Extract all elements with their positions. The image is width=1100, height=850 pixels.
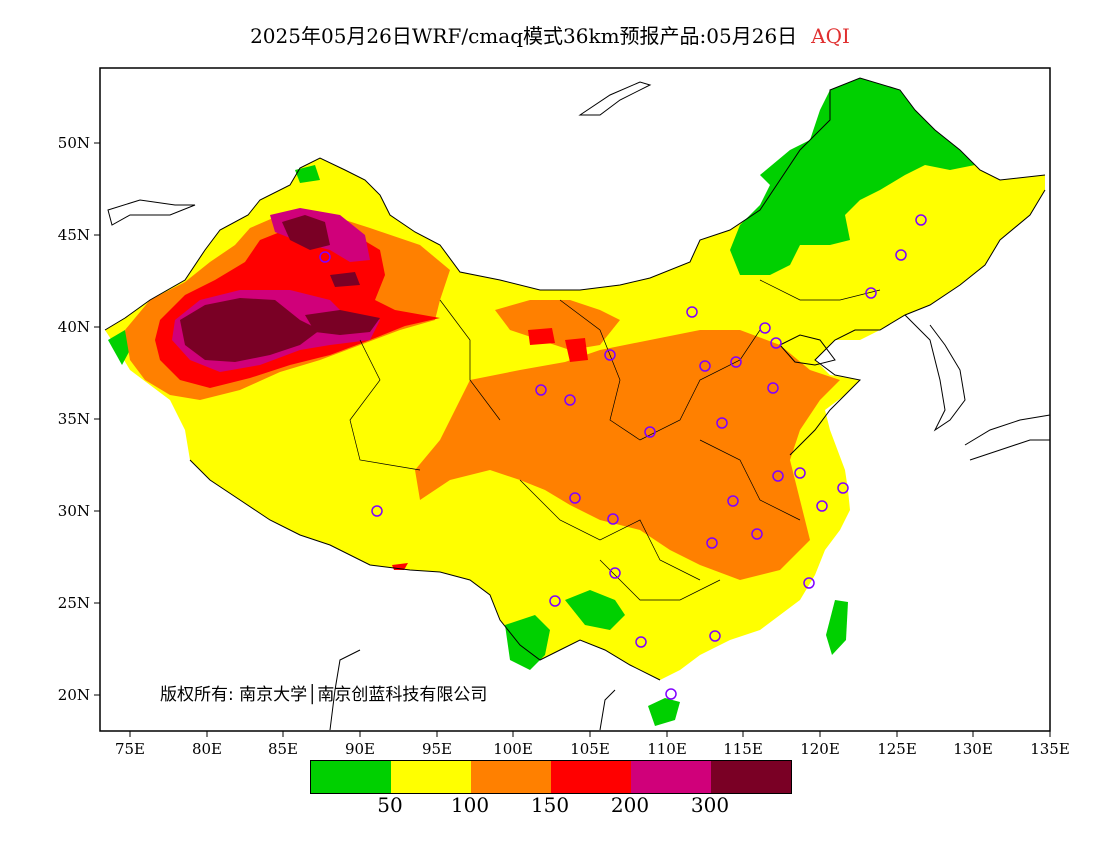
indochina-outline — [329, 649, 616, 731]
legend-swatch-hazardous — [711, 761, 791, 793]
x-tick-label: 105E — [570, 740, 610, 758]
station-marker — [816, 500, 828, 512]
station-marker — [772, 470, 784, 482]
china-border — [104, 77, 1046, 681]
station-marker — [607, 513, 619, 525]
x-tick-label: 120E — [800, 740, 840, 758]
station-marker — [371, 505, 383, 517]
region-good-north-xinjiang — [295, 165, 320, 183]
coastline — [789, 189, 1046, 456]
station-marker — [686, 306, 698, 318]
y-tick-label: 20N — [58, 686, 90, 704]
caspian-outline — [107, 199, 196, 226]
station-marker — [716, 417, 728, 429]
y-tick-label: 45N — [58, 226, 90, 244]
region-usg-central — [415, 330, 840, 580]
x-tick-label: 90E — [345, 740, 375, 758]
station-marker — [865, 287, 877, 299]
region-good-yunnan — [505, 615, 550, 670]
color-legend — [310, 760, 792, 794]
station-marker — [604, 349, 616, 361]
station-marker — [794, 467, 806, 479]
region-usg-ningxia — [495, 300, 620, 350]
station-marker — [549, 595, 561, 607]
legend-label: 300 — [690, 793, 730, 817]
x-tick-label: 130E — [953, 740, 993, 758]
legend-label: 100 — [450, 793, 490, 817]
region-unhealthy-ningxia — [528, 328, 555, 345]
region-hazardous-tarim — [180, 298, 320, 362]
region-good-taiwan — [826, 600, 848, 655]
legend-label: 200 — [610, 793, 650, 817]
region-good-hainan — [648, 698, 680, 726]
station-marker — [751, 528, 763, 540]
region-hazardous-north — [282, 215, 330, 250]
station-markers — [319, 214, 927, 700]
station-marker — [535, 384, 547, 396]
station-marker — [767, 382, 779, 394]
x-tick-label: 75E — [115, 740, 145, 758]
station-marker — [644, 426, 656, 438]
aqi-fill-layer — [105, 78, 1045, 726]
region-hazardous-tarim-east — [305, 310, 380, 335]
station-marker — [730, 356, 742, 368]
station-marker — [770, 337, 782, 349]
title-text: 2025年05月26日WRF/cmaq模式36km预报产品:05月26日 — [250, 24, 798, 48]
x-tick-label: 110E — [647, 740, 687, 758]
boundary-lines — [104, 77, 1051, 731]
tick-marks — [94, 142, 1051, 737]
baikal-outline — [578, 81, 652, 116]
japan-outline — [964, 414, 1051, 461]
legend-swatch-moderate — [391, 761, 471, 793]
legend-label: 150 — [530, 793, 570, 817]
station-marker — [727, 495, 739, 507]
korea-outline — [904, 314, 966, 432]
legend-swatch-very-unhealthy — [631, 761, 711, 793]
y-tick-label: 30N — [58, 502, 90, 520]
x-tick-label: 80E — [192, 740, 222, 758]
variable-label: AQI — [811, 24, 850, 48]
station-marker — [569, 492, 581, 504]
station-marker — [803, 577, 815, 589]
region-good-west — [108, 330, 130, 365]
station-marker — [895, 249, 907, 261]
region-hazardous-small — [330, 272, 360, 287]
x-tick-label: 125E — [877, 740, 917, 758]
station-marker — [709, 630, 721, 642]
legend-labels: 50 100 150 200 300 — [0, 793, 1100, 823]
bohai-outline — [779, 334, 836, 366]
region-good-guangxi — [565, 590, 625, 630]
province-lines — [349, 279, 881, 601]
station-marker — [635, 636, 647, 648]
x-tick-label: 115E — [723, 740, 763, 758]
region-good-northeast — [730, 78, 975, 275]
station-marker — [319, 251, 331, 263]
region-unhealthy-nx2 — [565, 338, 588, 362]
y-tick-label: 35N — [58, 410, 90, 428]
y-tick-label: 50N — [58, 134, 90, 152]
station-marker — [915, 214, 927, 226]
x-tick-label: 135E — [1030, 740, 1070, 758]
station-marker — [759, 322, 771, 334]
legend-swatch-good — [311, 761, 391, 793]
station-marker — [699, 360, 711, 372]
x-tick-label: 95E — [422, 740, 452, 758]
legend-label: 50 — [377, 793, 403, 817]
station-marker — [706, 537, 718, 549]
x-tick-label: 85E — [268, 740, 298, 758]
station-marker — [665, 688, 677, 700]
y-axis-labels: 50N 45N 40N 35N 30N 25N 20N — [58, 134, 90, 704]
map-title: 2025年05月26日WRF/cmaq模式36km预报产品:05月26日 AQI — [0, 20, 1100, 49]
copyright-text: 版权所有: 南京大学│南京创蓝科技有限公司 — [160, 685, 488, 705]
station-marker — [837, 482, 849, 494]
y-tick-label: 25N — [58, 594, 90, 612]
legend-swatch-unhealthy — [551, 761, 631, 793]
legend-swatch-usg — [471, 761, 551, 793]
x-axis-labels: 75E 80E 85E 90E 95E 100E 105E 110E 115E … — [115, 740, 1070, 758]
x-tick-label: 100E — [493, 740, 533, 758]
station-marker — [564, 394, 576, 406]
station-marker — [609, 567, 621, 579]
y-tick-label: 40N — [58, 318, 90, 336]
